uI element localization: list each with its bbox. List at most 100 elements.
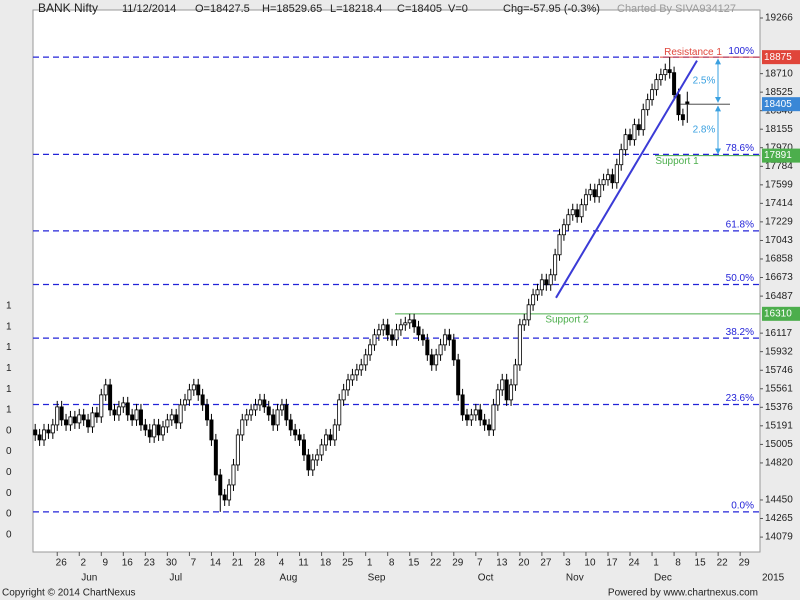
x-tick-label: 13 (496, 558, 508, 569)
left-axis-label: 0 (6, 446, 12, 457)
candle-body (513, 364, 518, 386)
candle-body (64, 419, 69, 426)
left-axis-label: 0 (6, 488, 12, 499)
candle-body (628, 134, 633, 141)
candle-body (160, 426, 165, 436)
x-tick-label: 11 (298, 558, 309, 569)
candle-body (509, 384, 514, 401)
candle-body (473, 409, 478, 416)
candle-body (284, 404, 289, 421)
volume: V=0 (448, 3, 468, 15)
fib-label: 78.6% (726, 143, 754, 154)
candle-body (548, 274, 553, 286)
month-label: Aug (280, 573, 298, 584)
candle-body (412, 319, 417, 328)
symbol: BANK Nifty (38, 1, 98, 15)
x-tick-label: 1 (367, 558, 373, 569)
x-tick-label: 3 (565, 558, 571, 569)
candle-body (632, 124, 637, 141)
y-tick-label: 19266 (765, 13, 793, 24)
level-label: Support 2 (545, 314, 589, 325)
candle-body (310, 459, 315, 471)
x-tick-label: 16 (122, 558, 134, 569)
price-flag-label: 18405 (764, 99, 792, 110)
y-tick-label: 14079 (765, 532, 793, 543)
candle-body (526, 304, 531, 321)
candle-body (434, 354, 439, 366)
candle-body (491, 404, 496, 431)
candle-body (522, 319, 527, 326)
candle-body (645, 99, 650, 111)
candle-body (187, 389, 192, 401)
candle-body (658, 74, 663, 81)
candle-body (478, 409, 483, 421)
year-label: 2015 (762, 573, 785, 584)
left-axis-label: 1 (6, 342, 12, 353)
x-tick-label: 25 (342, 558, 354, 569)
candle-body (183, 399, 188, 406)
candle-body (442, 334, 447, 346)
candle-body (650, 89, 655, 101)
candle-body (99, 394, 104, 418)
fib-label: 61.8% (726, 220, 754, 231)
y-tick-label: 18525 (765, 87, 793, 98)
candle-body (68, 416, 73, 426)
price-flag (762, 148, 800, 163)
candle-body (557, 234, 562, 256)
candle-body (191, 384, 196, 391)
header: BANK Nifty 11/12/2014 O=18427.5 H=18529.… (38, 1, 736, 15)
candle-body (112, 409, 117, 416)
y-tick-label: 17970 (765, 142, 793, 153)
candle-body (610, 174, 615, 184)
candle-body (614, 164, 619, 184)
x-tick-label: 7 (477, 558, 483, 569)
candle-body (94, 412, 99, 418)
y-tick-label: 17414 (765, 198, 793, 209)
candle-body (636, 124, 641, 131)
candle-body (249, 409, 254, 416)
candle-body (561, 224, 566, 236)
candle-body (381, 324, 386, 331)
fib-label: 100% (728, 46, 754, 57)
candle-body (143, 424, 148, 431)
candle-body (218, 474, 223, 496)
candle-body (438, 344, 443, 356)
candle-body (654, 79, 659, 91)
candle-body (350, 374, 355, 381)
candle-body (59, 406, 64, 421)
x-tick-label: 26 (56, 558, 68, 569)
candle-body (103, 384, 108, 396)
trend-line (555, 60, 698, 299)
candle-body (90, 412, 95, 428)
y-tick-label: 15561 (765, 383, 793, 394)
candle-body (293, 429, 298, 436)
candle-body (81, 414, 86, 421)
left-axis-label: 0 (6, 509, 12, 520)
y-tick-label: 17043 (765, 235, 793, 246)
high: H=18529.65 (262, 3, 322, 15)
x-tick-label: 15 (408, 558, 420, 569)
candle-body (196, 384, 201, 396)
candle-body (372, 334, 377, 346)
fib-label: 38.2% (726, 327, 754, 338)
candle-body (588, 189, 593, 196)
candle-body (363, 354, 368, 366)
candle-body (147, 429, 152, 438)
x-tick-label: 29 (452, 558, 464, 569)
price-flag (762, 306, 800, 321)
candle-body (447, 334, 452, 341)
candle-body (72, 416, 77, 424)
y-tick-label: 14265 (765, 513, 793, 524)
candle-body (482, 419, 487, 426)
left-axis-label: 1 (6, 405, 12, 416)
y-tick-label: 16117 (765, 328, 793, 339)
x-tick-label: 29 (739, 558, 751, 569)
y-tick-label: 17599 (765, 179, 793, 190)
measure-label: 2.5% (693, 75, 716, 86)
candle-body (341, 389, 346, 401)
close: C=18405 (397, 3, 442, 15)
candle-body (451, 339, 456, 361)
y-tick-label: 15932 (765, 346, 793, 357)
